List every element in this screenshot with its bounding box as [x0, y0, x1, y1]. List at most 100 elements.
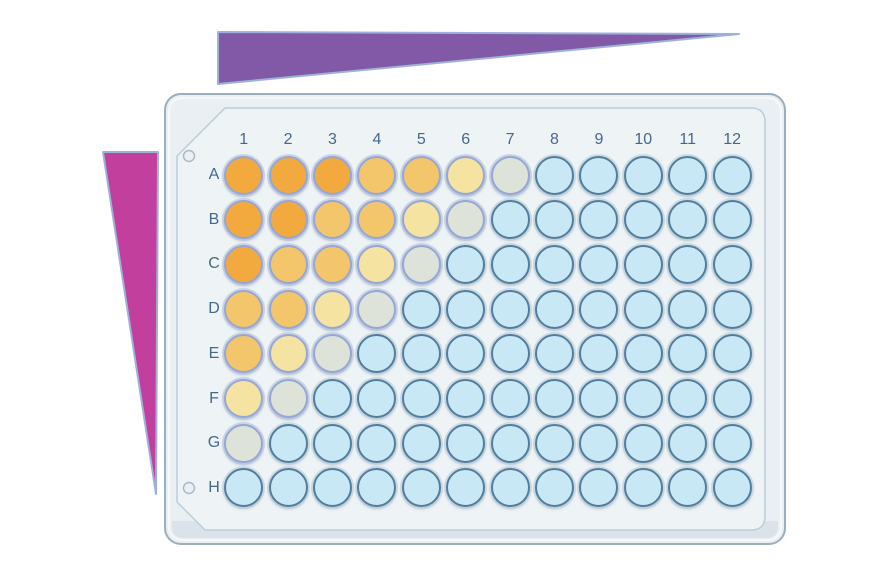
well-A6 — [446, 155, 486, 195]
alignment-hole-top — [182, 149, 196, 163]
column-label-9: 9 — [594, 131, 604, 148]
well-G2 — [268, 423, 308, 463]
well-D4 — [357, 289, 397, 329]
well-E4 — [357, 334, 397, 374]
well-E12 — [712, 334, 752, 374]
well-A5 — [401, 155, 441, 195]
well-G11 — [668, 423, 708, 463]
well-B3 — [313, 200, 352, 240]
column-label-5: 5 — [416, 131, 426, 148]
well-C11 — [668, 244, 708, 284]
well-G5 — [401, 423, 441, 463]
well-D12 — [712, 289, 752, 329]
well-H3 — [313, 468, 352, 508]
well-E6 — [446, 334, 486, 374]
well-E10 — [623, 334, 663, 374]
well-C8 — [535, 244, 574, 284]
well-D1 — [224, 289, 264, 329]
well-A9 — [579, 155, 619, 195]
well-F8 — [535, 379, 574, 418]
column-label-3: 3 — [328, 131, 337, 148]
well-F5 — [401, 379, 441, 418]
well-E5 — [401, 334, 441, 374]
well-E9 — [579, 334, 619, 374]
well-B6 — [446, 200, 486, 240]
well-E11 — [668, 334, 708, 374]
well-H12 — [712, 468, 752, 508]
well-F1 — [224, 379, 264, 418]
well-B11 — [668, 200, 708, 240]
well-E1 — [224, 334, 264, 374]
well-B1 — [224, 200, 264, 240]
well-C6 — [446, 244, 486, 284]
well-C3 — [313, 244, 352, 284]
well-A4 — [357, 155, 397, 195]
well-B5 — [401, 200, 441, 240]
well-G1 — [224, 423, 264, 463]
well-G10 — [623, 423, 663, 463]
vertical-gradient-wedge — [102, 151, 159, 495]
well-G9 — [579, 423, 619, 463]
well-H2 — [268, 468, 308, 508]
well-D6 — [446, 289, 486, 329]
well-F6 — [446, 379, 486, 418]
well-D7 — [490, 289, 530, 329]
well-B2 — [268, 200, 308, 240]
well-A3 — [313, 155, 352, 195]
well-C12 — [712, 244, 752, 284]
well-A1 — [224, 155, 264, 195]
alignment-hole-bottom — [182, 481, 196, 495]
horizontal-gradient-wedge — [217, 31, 740, 85]
well-H10 — [623, 468, 663, 508]
well-E3 — [313, 334, 352, 374]
well-H4 — [357, 468, 397, 508]
well-F3 — [313, 379, 352, 418]
well-C5 — [401, 244, 441, 284]
well-B8 — [535, 200, 574, 240]
well-H9 — [579, 468, 619, 508]
well-H8 — [535, 468, 574, 508]
well-F7 — [490, 379, 530, 418]
well-F11 — [668, 379, 708, 418]
column-label-1: 1 — [239, 131, 249, 148]
well-B4 — [357, 200, 397, 240]
well-A8 — [535, 155, 574, 195]
well-D11 — [668, 289, 708, 329]
row-label-F: F — [209, 389, 219, 407]
well-G7 — [490, 423, 530, 463]
row-label-C: C — [208, 255, 220, 273]
well-H7 — [490, 468, 530, 508]
column-label-11: 11 — [679, 131, 696, 148]
well-C9 — [579, 244, 619, 284]
column-label-8: 8 — [550, 131, 559, 148]
well-E2 — [268, 334, 308, 374]
well-C10 — [623, 244, 663, 284]
well-F9 — [579, 379, 619, 418]
well-B12 — [712, 200, 752, 240]
well-D2 — [268, 289, 308, 329]
column-label-10: 10 — [634, 131, 653, 148]
well-B9 — [579, 200, 619, 240]
column-label-7: 7 — [505, 131, 515, 148]
well-D8 — [535, 289, 574, 329]
well-A2 — [268, 155, 308, 195]
well-H5 — [401, 468, 441, 508]
plate-inner-highlight — [168, 97, 782, 541]
well-D3 — [313, 289, 352, 329]
well-E7 — [490, 334, 530, 374]
well-H6 — [446, 468, 486, 508]
well-C2 — [268, 244, 308, 284]
well-G8 — [535, 423, 574, 463]
well-F12 — [712, 379, 752, 418]
well-G6 — [446, 423, 486, 463]
well-G4 — [357, 423, 397, 463]
column-label-6: 6 — [461, 131, 471, 148]
well-F2 — [268, 379, 308, 418]
row-label-H: H — [208, 478, 220, 496]
well-D10 — [623, 289, 663, 329]
well-A12 — [712, 155, 752, 195]
row-label-E: E — [208, 344, 220, 362]
column-label-12: 12 — [723, 131, 741, 148]
well-G12 — [712, 423, 752, 463]
